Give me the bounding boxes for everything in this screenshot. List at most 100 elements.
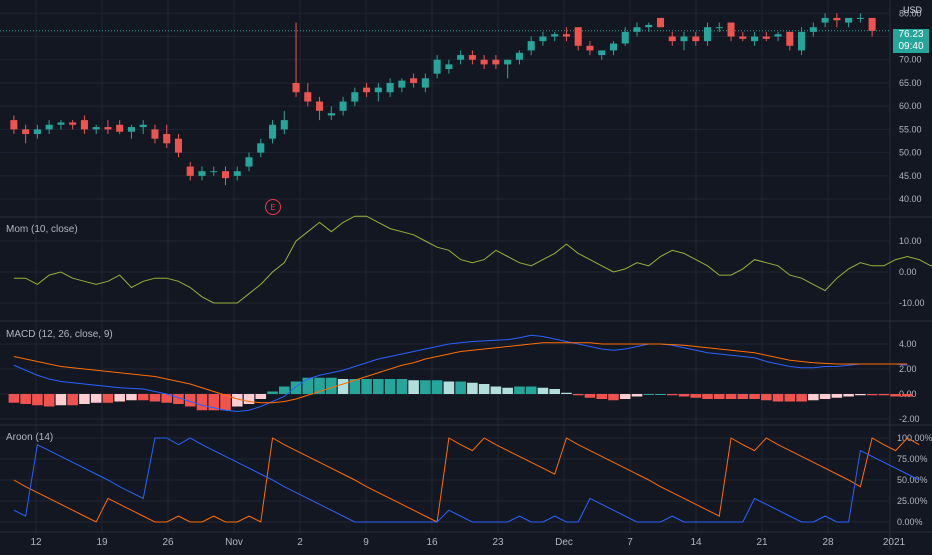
macd-histogram-bar: [772, 394, 784, 402]
candle-body: [280, 120, 288, 130]
x-tick-label: 28: [822, 537, 834, 548]
candle-body: [833, 17, 841, 21]
candle-body: [163, 134, 171, 144]
macd-histogram-bar: [490, 386, 502, 394]
macd-histogram-bar: [478, 384, 490, 394]
candle-body: [621, 31, 629, 44]
candle-body: [327, 113, 335, 116]
macd-histogram-bar: [32, 394, 43, 406]
macd-histogram-bar: [467, 382, 478, 394]
candle-body: [398, 80, 406, 88]
macd-histogram-bar: [713, 394, 725, 399]
macd-tick-label: 2.00: [899, 364, 917, 374]
candle-body: [33, 129, 41, 135]
candle-body: [151, 129, 159, 139]
macd-histogram-bar: [866, 394, 878, 396]
macd-histogram-bar: [561, 392, 572, 394]
aroon-tick-label: 75.00%: [897, 454, 928, 464]
candle-body: [257, 143, 265, 153]
macd-histogram-bar: [678, 394, 690, 397]
candle-body: [715, 27, 723, 29]
candle-body: [633, 27, 641, 32]
macd-histogram-bar: [408, 380, 419, 394]
macd-histogram-bar: [267, 391, 278, 394]
candle-body: [45, 124, 53, 130]
price-tick-label: 70.00: [899, 55, 922, 65]
macd-histogram-bar: [761, 394, 772, 401]
macd-histogram-bar: [196, 394, 208, 411]
last-price-tag: 76.23: [893, 29, 929, 41]
aroon-down-line: [13, 437, 920, 523]
macd-histogram-bar: [126, 394, 137, 401]
candle-body: [57, 122, 65, 125]
price-tick-label: 65.00: [899, 78, 922, 88]
x-tick-label: 23: [492, 537, 504, 548]
macd-histogram-bar: [243, 394, 255, 404]
macd-histogram-bar: [655, 394, 666, 395]
candle-body: [22, 129, 30, 135]
candle-body: [304, 92, 312, 102]
macd-histogram-bar: [90, 394, 102, 403]
macd-histogram-bar: [572, 394, 584, 396]
x-tick-label: 2: [297, 537, 303, 548]
macd-histogram-bar: [184, 394, 196, 407]
candle-body: [562, 34, 570, 37]
macd-histogram-bar: [43, 394, 55, 407]
aroon-up-line: [13, 437, 920, 523]
macd-histogram-bar: [596, 394, 608, 399]
momentum-pane-label[interactable]: Mom (10, close): [6, 224, 78, 235]
x-tick-label: 2021: [883, 537, 906, 548]
candle-body: [798, 31, 806, 51]
macd-histogram-bar: [396, 379, 408, 394]
macd-pane-label[interactable]: MACD (12, 26, close, 9): [6, 329, 113, 340]
candle-body: [351, 92, 359, 102]
macd-histogram-bar: [631, 394, 643, 397]
macd-histogram-bar: [278, 386, 290, 394]
candle-body: [374, 87, 382, 93]
macd-histogram-bar: [384, 379, 396, 394]
macd-signal-line: [13, 342, 908, 404]
macd-histogram-bar: [819, 394, 831, 399]
candle-body: [809, 27, 817, 32]
candle-body: [692, 36, 700, 42]
candle-body: [198, 171, 206, 176]
candle-body: [316, 101, 324, 111]
macd-histogram-bar: [702, 394, 713, 399]
candle-body: [539, 36, 547, 42]
aroon-pane-label[interactable]: Aroon (14): [6, 432, 54, 443]
candle-body: [786, 31, 794, 46]
x-tick-label: 19: [96, 537, 108, 548]
momentum-tick-label: -10.00: [899, 298, 925, 308]
macd-histogram-bar: [8, 394, 20, 403]
macd-histogram-bar: [102, 394, 114, 403]
macd-histogram-bar: [208, 394, 220, 411]
momentum-line: [13, 215, 932, 304]
x-tick-label: Dec: [555, 537, 573, 548]
earnings-marker[interactable]: E: [265, 199, 281, 215]
macd-histogram-bar: [690, 394, 702, 398]
candle-body: [609, 43, 617, 51]
macd-histogram-bar: [337, 379, 349, 394]
candle-body: [433, 59, 441, 74]
macd-histogram-bar: [890, 394, 901, 397]
price-tick-label: 45.00: [899, 171, 922, 181]
macd-histogram-bar: [67, 394, 78, 406]
x-tick-label: 21: [756, 537, 768, 548]
candle-body: [116, 124, 124, 132]
candle-body: [727, 22, 735, 37]
candle-body: [421, 78, 429, 88]
price-tick-label: 60.00: [899, 101, 922, 111]
macd-histogram-bar: [666, 394, 678, 396]
price-tick-label: 80.00: [899, 8, 922, 18]
candle-body: [492, 59, 500, 65]
macd-histogram-bar: [161, 394, 173, 403]
macd-histogram-bar: [231, 394, 243, 407]
macd-histogram-bar: [878, 394, 890, 396]
macd-histogram-bar: [420, 380, 431, 394]
price-tick-label: 50.00: [899, 148, 922, 158]
momentum-tick-label: 10.00: [899, 236, 922, 246]
macd-histogram-bar: [443, 381, 455, 394]
x-tick-label: 9: [363, 537, 369, 548]
